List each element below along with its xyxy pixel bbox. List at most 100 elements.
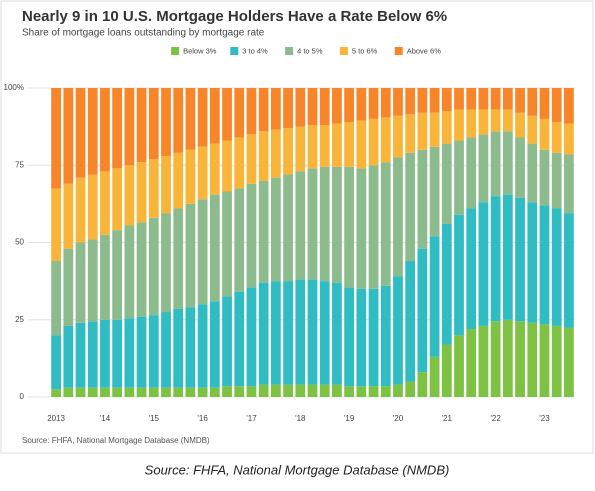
bar-segment (429, 236, 440, 357)
bar-segment (380, 285, 391, 387)
x-tick-label: '19 (344, 414, 355, 423)
bar-segment (148, 315, 159, 388)
bar-segment (478, 134, 489, 203)
bar-segment (490, 88, 501, 110)
bar-segment (100, 88, 110, 172)
bar-segment (564, 88, 574, 124)
bar-segment (234, 188, 245, 292)
y-tick-label: 0 (20, 392, 25, 401)
bar-segment (319, 384, 330, 397)
bar-segment (87, 88, 98, 175)
bar-segment (75, 387, 86, 397)
bar-segment (551, 152, 562, 209)
bar-segment (283, 88, 293, 129)
bar-segment (75, 322, 86, 388)
bar-segment (124, 165, 135, 226)
bar-segment (246, 134, 257, 184)
bar-segment (173, 152, 184, 209)
bar-segment (148, 217, 159, 316)
bar-segment (161, 88, 171, 156)
bar-segment (454, 214, 464, 336)
chart-source: Source: FHFA, National Mortgage Database… (22, 436, 210, 445)
bar-segment (490, 109, 501, 132)
bar-segment (417, 372, 428, 397)
bar-segment (356, 88, 367, 121)
bar-segment (258, 282, 269, 385)
legend-label: Above 6% (407, 46, 442, 55)
bar-segment (441, 344, 452, 397)
x-tick-label: '17 (246, 414, 257, 423)
bar-segment (417, 248, 428, 373)
bar-segment (136, 162, 147, 223)
bar-segment (307, 168, 318, 280)
bar-segment (234, 137, 245, 189)
bar-segment (466, 88, 477, 110)
chart-subtitle: Share of mortgage loans outstanding by m… (22, 28, 265, 39)
bar-segment (173, 387, 184, 397)
legend-swatch (285, 47, 294, 55)
bar-segment (393, 157, 403, 277)
bar-segment (197, 146, 208, 200)
bar-segment (417, 112, 428, 150)
bar-segment (564, 327, 574, 397)
bar-segment (441, 223, 452, 345)
bar-segment (270, 88, 281, 130)
bar-segment (380, 386, 391, 397)
bar-segment (222, 296, 232, 387)
bar-segment (539, 88, 550, 119)
x-tick-label: 2013 (47, 414, 65, 423)
bar-segment (100, 234, 110, 320)
legend-label: 3 to 4% (242, 46, 268, 55)
bar-segment (368, 88, 379, 119)
bar-segment (454, 335, 464, 397)
bar-segment (527, 115, 538, 144)
bar-segment (100, 387, 110, 397)
bar-segment (124, 88, 135, 166)
bar-segment (270, 384, 281, 397)
bar-segment (283, 281, 293, 385)
bar-segment (454, 88, 464, 110)
bar-segment (283, 128, 293, 175)
legend-swatch (230, 47, 239, 55)
bar-segment (356, 288, 367, 387)
bar-segment (454, 109, 464, 141)
bar-segment (222, 140, 232, 192)
x-tick-label: '14 (100, 414, 111, 423)
bar-segment (466, 329, 477, 397)
bar-segment (393, 88, 403, 116)
bar-segment (564, 213, 574, 328)
legend-label: 4 to 5% (297, 46, 323, 55)
bar-segment (197, 304, 208, 388)
bar-segment (356, 168, 367, 289)
bar-segment (258, 131, 269, 181)
bar-segment (539, 324, 550, 397)
bar-segment (148, 387, 159, 397)
bar-segment (551, 121, 562, 153)
bar-segment (136, 222, 147, 317)
bar-segment (502, 319, 513, 397)
bar-segment (478, 109, 489, 135)
bar-segment (332, 88, 342, 124)
bar-segment (417, 149, 428, 249)
bar-segment (63, 387, 74, 397)
bar-segment (63, 88, 74, 184)
bar-segment (405, 88, 416, 115)
bar-segment (185, 149, 196, 204)
bar-segment (112, 319, 123, 388)
bar-segment (295, 88, 306, 127)
bar-segment (258, 384, 269, 397)
bar-segment (429, 112, 440, 147)
bar-segment (51, 335, 61, 390)
bar-segment (87, 174, 98, 240)
bar-segment (490, 196, 501, 322)
bar-segment (417, 88, 428, 113)
bar-segment (515, 197, 525, 322)
bar-segment (136, 88, 147, 163)
bar-segment (539, 118, 550, 150)
bar-segment (441, 88, 452, 112)
bar-segment (148, 159, 159, 218)
bar-segment (527, 88, 538, 116)
bar-segment (332, 123, 342, 167)
bar-segment (87, 239, 98, 322)
